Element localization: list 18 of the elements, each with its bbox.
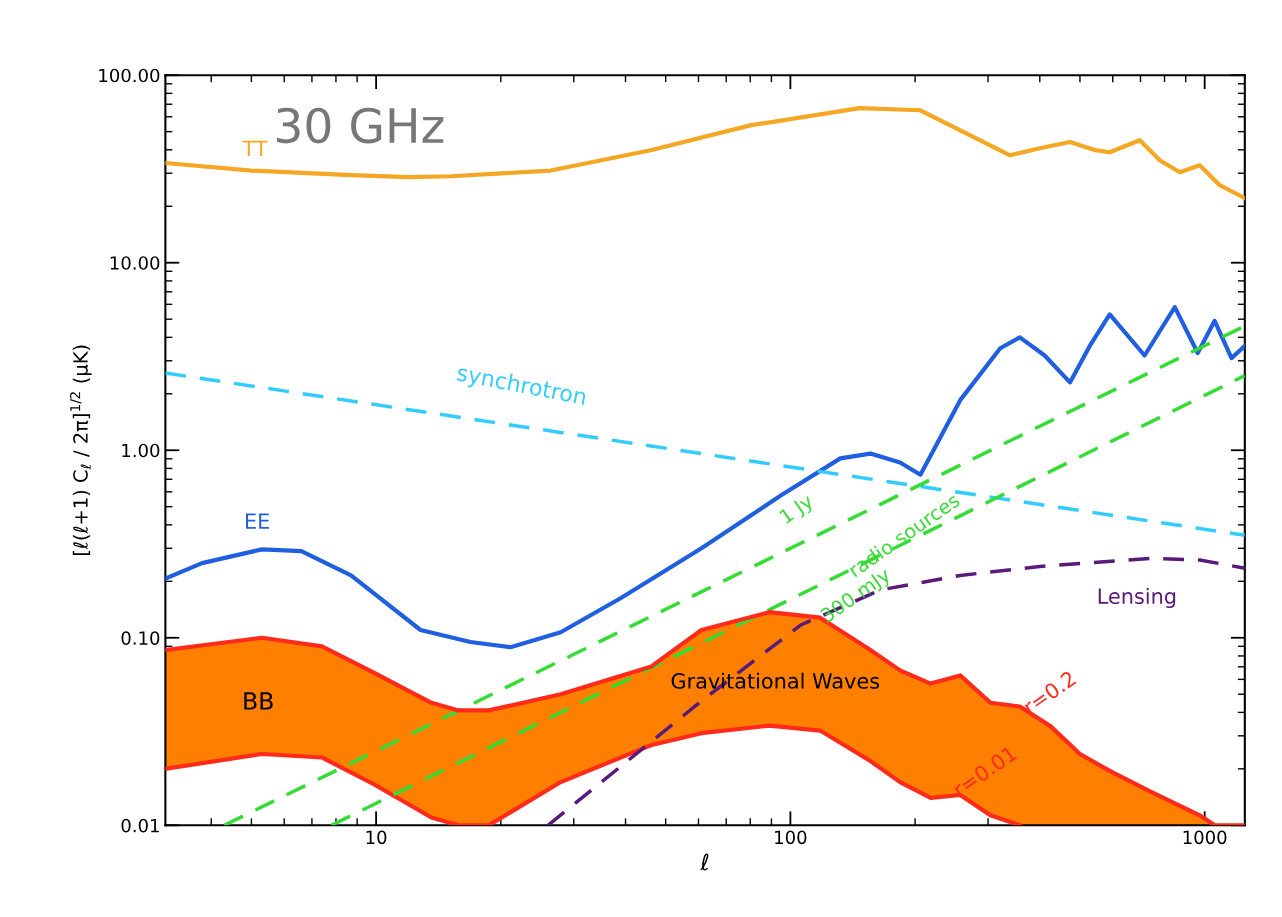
- annotation: synchrotron: [455, 363, 587, 410]
- text: 30 GHz: [276, 107, 444, 144]
- x-axis-title: ℓ: [700, 853, 709, 871]
- annotation: TT: [242, 140, 268, 156]
- y-tick-label: 100.00: [99, 68, 160, 83]
- y-tick-label: 0.10: [121, 631, 160, 645]
- annotation: Gravitational Waves: [671, 672, 880, 689]
- x-tick-label: 10: [366, 830, 387, 845]
- y-axis-title: [ℓ(ℓ+1) C$_{ℓ}$ / 2π]$^{1/2}$ (μK): [70, 345, 92, 556]
- x-tick-label: 100: [775, 830, 807, 845]
- annotation: Lensing: [1098, 587, 1176, 609]
- annotation: BB: [244, 692, 273, 710]
- annotation: EE: [246, 513, 269, 529]
- annotation: 1 Jy: [778, 493, 817, 527]
- x-tick-label: 1000: [1183, 830, 1227, 845]
- y-tick-label: 1.00: [122, 443, 160, 458]
- y-tick-label: 0.01: [121, 818, 159, 833]
- y-tick-label: 10.00: [110, 256, 160, 270]
